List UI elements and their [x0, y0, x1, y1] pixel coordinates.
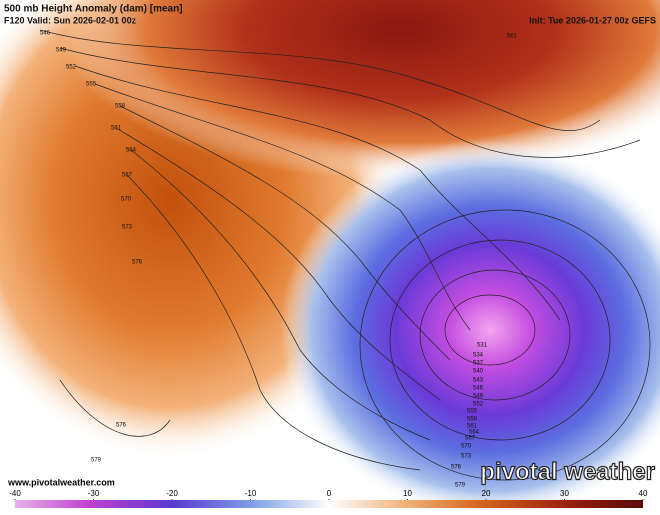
contour-label: 561 — [111, 126, 122, 132]
contour-label: 561 — [507, 34, 518, 40]
contour-label: 534 — [473, 353, 484, 359]
website: www.pivotalweather.com — [7, 477, 115, 487]
contour-label: 570 — [121, 197, 132, 203]
contour-label: 576 — [132, 260, 143, 266]
contour-label: 567 — [122, 173, 133, 179]
colorbar-tick-label: 10 — [403, 489, 412, 498]
contour-label: 543 — [473, 378, 484, 384]
contour-label: 561 — [467, 424, 478, 430]
contour-label: 567 — [465, 436, 476, 442]
contour-label: 555 — [467, 409, 478, 415]
colorbar-tick-label: -30 — [88, 489, 100, 498]
contour-label: 579 — [91, 458, 102, 464]
colorbar-tick-label: 0 — [327, 489, 332, 498]
colorbar-tick-label: 20 — [482, 489, 491, 498]
init-time: Init: Tue 2026-01-27 00z GEFS — [529, 15, 656, 25]
contour-label: 546 — [40, 31, 51, 37]
cold-anomaly — [280, 140, 660, 515]
contour-label: 537 — [473, 361, 484, 367]
contour-label: 558 — [115, 104, 126, 110]
contour-label: 564 — [126, 148, 137, 154]
contour-label: 579 — [455, 483, 466, 489]
contour-label: 576 — [116, 423, 127, 429]
warm-anomaly — [60, 0, 660, 180]
contour-label: 552 — [66, 65, 77, 71]
contour-label: 573 — [461, 454, 472, 460]
contour-label: 549 — [473, 394, 484, 400]
valid-time: F120 Valid: Sun 2026-02-01 00z — [4, 15, 137, 25]
contour-label: 564 — [469, 430, 480, 436]
contour-label: 558 — [467, 417, 478, 423]
contour-label: 555 — [86, 82, 97, 88]
colorbar-tick-label: 30 — [560, 489, 569, 498]
colorbar-tick-label: -40 — [9, 489, 21, 498]
colorbar — [15, 500, 643, 508]
contour-label: 552 — [473, 402, 484, 408]
contour-label: 546 — [473, 386, 484, 392]
contour-label: 531 — [477, 343, 488, 349]
contour-label: 540 — [473, 369, 484, 375]
contour-label: 573 — [122, 225, 133, 231]
colorbar-tick-label: -10 — [245, 489, 257, 498]
colorbar-tick-label: 40 — [639, 489, 648, 498]
map-title: 500 mb Height Anomaly (dam) [mean] — [4, 4, 183, 15]
contour-label: 570 — [461, 444, 472, 450]
height-contours — [39, 29, 651, 481]
contour-label: 549 — [56, 48, 67, 54]
colorbar-tick-label: -20 — [166, 489, 178, 498]
contour-label: 576 — [451, 465, 462, 471]
brand: pivotal weather — [480, 458, 655, 485]
